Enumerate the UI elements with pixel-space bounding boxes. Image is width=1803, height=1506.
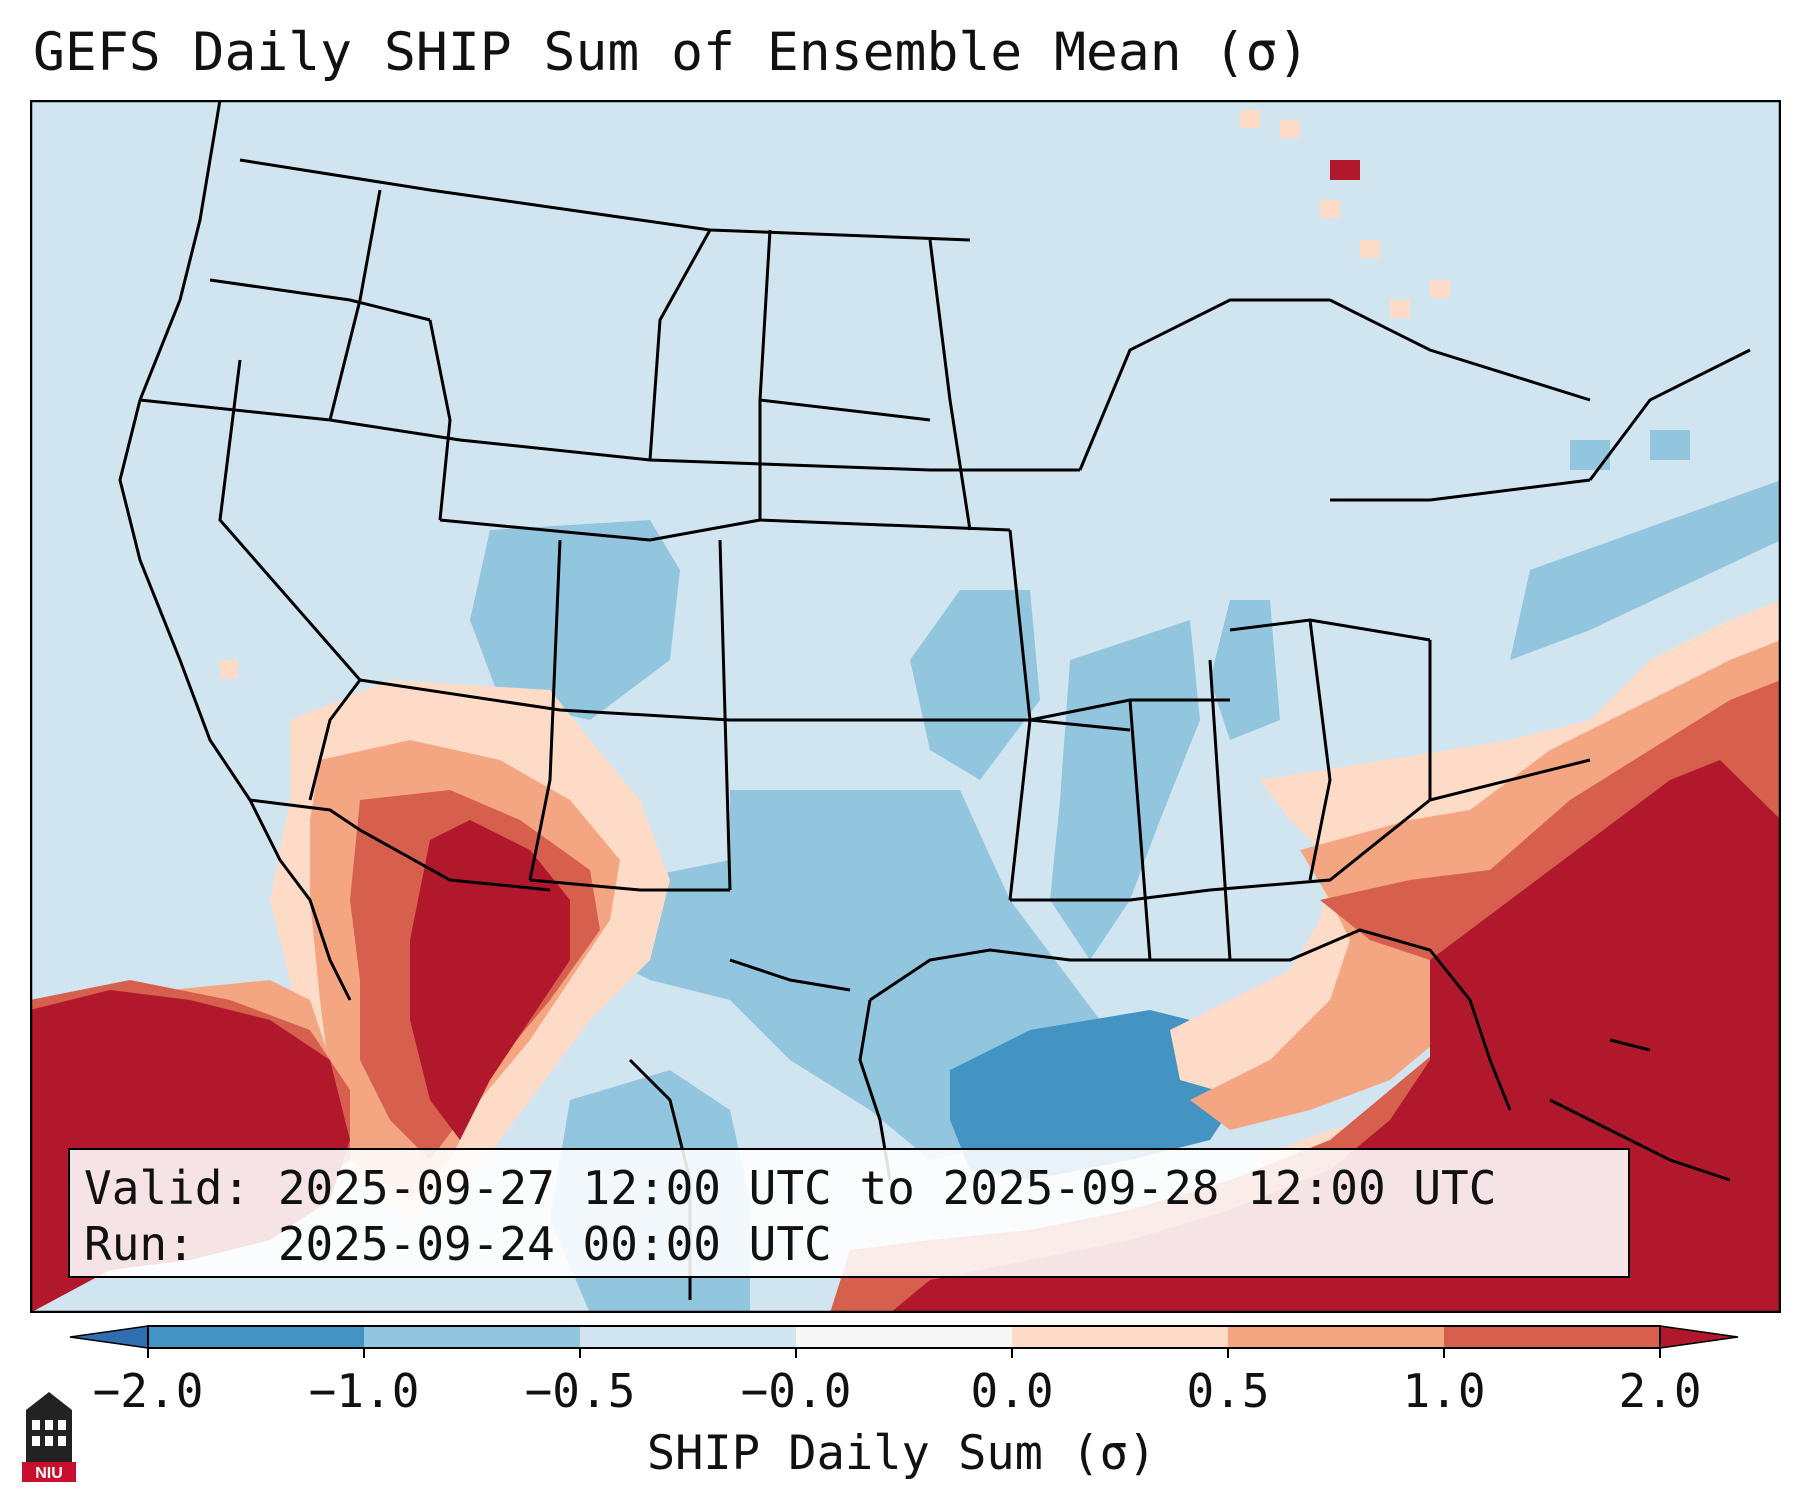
colorbar-extend-high [1659,1325,1739,1349]
colorbar-tick-label: −0.0 [740,1364,852,1418]
colorbar-tick-label: −2.0 [92,1364,204,1418]
colorbar-tick-label: 2.0 [1618,1364,1702,1418]
colorbar-tick-label: 1.0 [1402,1364,1486,1418]
colorbar-tick-label: 0.0 [970,1364,1054,1418]
valid-time-text: Valid: 2025-09-27 12:00 UTC to 2025-09-2… [84,1161,1497,1215]
field-speckles [220,110,1450,678]
colorbar-bin [364,1326,581,1348]
colorbar-bin [1444,1326,1661,1348]
colorbar-tick-label: −1.0 [308,1364,420,1418]
colorbar-bin [796,1326,1013,1348]
colorbar-tick-label: 0.5 [1186,1364,1270,1418]
colorbar-label: SHIP Daily Sum (σ) [646,1426,1157,1481]
ship-anomaly-map [30,100,1781,1313]
colorbar-extend-low [69,1325,149,1349]
logo-text: NIU [35,1465,63,1482]
colorbar-bin [580,1326,797,1348]
valid-run-infobox: Valid: 2025-09-27 12:00 UTC to 2025-09-2… [68,1148,1630,1278]
colorbar-tick-label: −0.5 [524,1364,636,1418]
run-time-text: Run: 2025-09-24 00:00 UTC [84,1217,832,1271]
colorbar-bin [1228,1326,1445,1348]
political-boundaries [118,100,1751,1300]
colorbar [69,1325,1739,1358]
colorbar-bin [148,1326,365,1348]
niu-tower-logo-icon: NIU [22,1392,76,1482]
map-title: GEFS Daily SHIP Sum of Ensemble Mean (σ) [33,22,1310,83]
colorbar-bin [1012,1326,1229,1348]
